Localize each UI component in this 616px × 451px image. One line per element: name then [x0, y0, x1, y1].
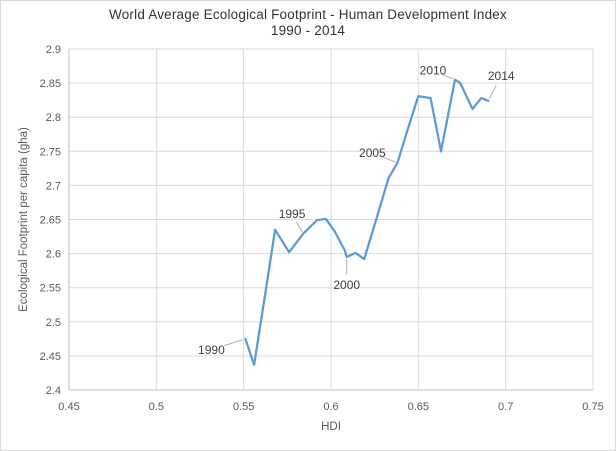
- x-tick-label: 0.45: [58, 401, 79, 413]
- x-tick-label: 0.7: [498, 401, 513, 413]
- x-tick-label: 0.5: [149, 401, 164, 413]
- x-tick-label: 0.65: [408, 401, 429, 413]
- y-tick-label: 2.85: [40, 78, 61, 90]
- y-tick-label: 2.65: [40, 215, 61, 227]
- y-tick-label: 2.55: [40, 283, 61, 295]
- y-tick-label: 2.75: [40, 146, 61, 158]
- y-tick-label: 2.45: [40, 351, 61, 363]
- annotation-label-2000: 2000: [333, 278, 360, 292]
- y-tick-label: 2.9: [46, 44, 61, 56]
- annotation-leader-2010: [441, 73, 454, 80]
- chart-title-block: World Average Ecological Footprint - Hum…: [1, 7, 615, 39]
- y-tick-label: 2.7: [46, 180, 61, 192]
- annotation-leader-1990: [224, 339, 243, 347]
- annotation-label-2014: 2014: [488, 69, 515, 83]
- x-tick-label: 0.55: [233, 401, 254, 413]
- annotation-label-1995: 1995: [279, 207, 306, 221]
- y-tick-label: 2.4: [46, 385, 61, 397]
- y-tick-label: 2.5: [46, 317, 61, 329]
- chart-subtitle: 1990 - 2014: [270, 23, 346, 38]
- series-line: [244, 78, 490, 366]
- y-axis-title: Ecological Footprint per capita (gha): [18, 127, 30, 312]
- x-axis-title: HDI: [321, 421, 341, 433]
- x-tick-label: 0.6: [323, 401, 338, 413]
- annotation-leader-2005: [381, 156, 396, 163]
- annotation-leader-2014: [488, 85, 497, 100]
- y-tick-label: 2.6: [46, 249, 61, 261]
- annotation-label-1990: 1990: [198, 343, 225, 357]
- annotation-label-2010: 2010: [420, 64, 447, 78]
- annotation-label-2005: 2005: [359, 146, 386, 160]
- y-tick-label: 2.8: [46, 112, 61, 124]
- chart-title: World Average Ecological Footprint - Hum…: [109, 7, 507, 22]
- x-tick-label: 0.75: [582, 401, 603, 413]
- annotation-leader-1995: [295, 221, 303, 233]
